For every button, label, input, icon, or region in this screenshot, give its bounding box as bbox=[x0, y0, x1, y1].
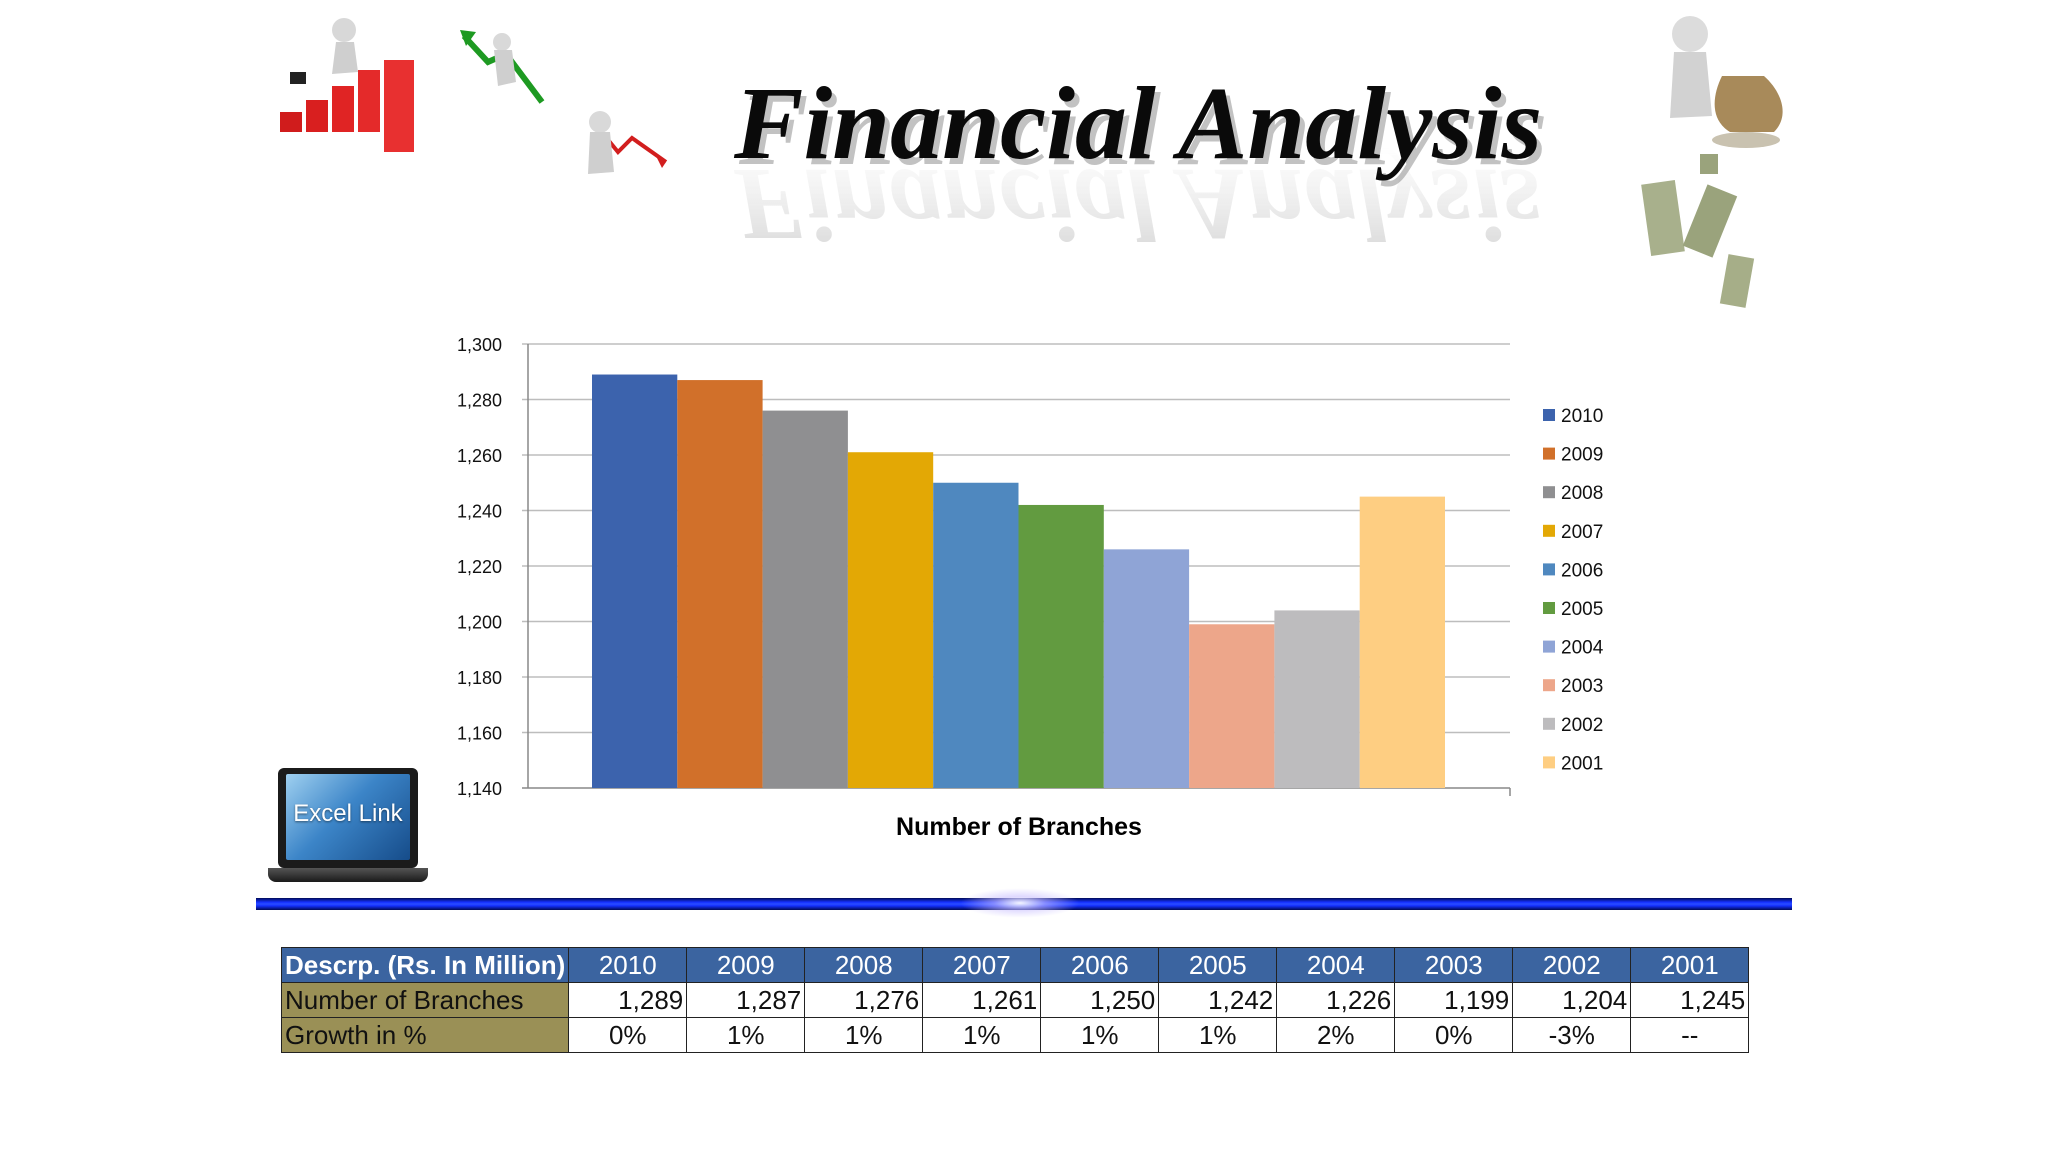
table-cell: 1,245 bbox=[1630, 982, 1750, 1018]
y-tick-label: 1,300 bbox=[457, 335, 502, 355]
y-tick-label: 1,200 bbox=[457, 613, 502, 633]
table-cell: 1% bbox=[686, 1017, 806, 1053]
falling-banknotes-icon bbox=[1641, 154, 1755, 308]
table-cell: -3% bbox=[1512, 1017, 1632, 1053]
legend-swatch-2008 bbox=[1543, 486, 1555, 499]
y-tick-label: 1,140 bbox=[457, 779, 502, 799]
table-cell: 1,242 bbox=[1158, 982, 1278, 1018]
table-header-year: 2004 bbox=[1276, 947, 1396, 983]
table-header-year: 2010 bbox=[568, 947, 688, 983]
figure-money-bag-icon bbox=[1670, 16, 1783, 148]
legend-label-2009: 2009 bbox=[1561, 445, 1603, 466]
y-tick-label: 1,180 bbox=[457, 668, 502, 688]
laptop-icon: Excel Link bbox=[278, 768, 418, 868]
legend-label-2002: 2002 bbox=[1561, 715, 1603, 736]
bar-2008 bbox=[762, 410, 848, 788]
table-header-year: 2009 bbox=[686, 947, 806, 983]
page-title-shadow: Financial Analysis bbox=[738, 72, 1547, 187]
y-tick-label: 1,280 bbox=[457, 391, 502, 411]
bar-2002 bbox=[1274, 610, 1360, 788]
legend-label-2008: 2008 bbox=[1561, 483, 1603, 504]
legend-swatch-2005 bbox=[1543, 602, 1555, 614]
bar-2003 bbox=[1189, 624, 1275, 788]
chart-bars bbox=[592, 374, 1445, 788]
legend-swatch-2009 bbox=[1543, 447, 1555, 460]
table-cell: 1,204 bbox=[1512, 982, 1632, 1018]
legend-swatch-2010 bbox=[1543, 409, 1555, 421]
y-tick-label: 1,220 bbox=[457, 557, 502, 577]
legend-swatch-2001 bbox=[1543, 756, 1555, 769]
table-cell: 1% bbox=[804, 1017, 924, 1053]
figure-falling-arrow-icon bbox=[588, 111, 668, 174]
table-cell: 1,289 bbox=[568, 982, 688, 1018]
table-row: Growth in % 0% 1% 1% 1% 1% 1% 2% 0% -3% -- bbox=[280, 1017, 1750, 1053]
table-cell: 2% bbox=[1276, 1017, 1396, 1053]
legend-label-2010: 2010 bbox=[1561, 406, 1603, 427]
table-header-year: 2002 bbox=[1512, 947, 1632, 983]
table-cell: 1,226 bbox=[1276, 982, 1396, 1018]
table-row-label: Growth in % bbox=[280, 1017, 570, 1053]
laptop-display: Excel Link bbox=[286, 774, 410, 860]
table-cell: 0% bbox=[1394, 1017, 1514, 1053]
legend-label-2001: 2001 bbox=[1561, 753, 1603, 774]
data-table: Descrp. (Rs. In Million) 2010 2009 2008 200… bbox=[280, 947, 1750, 1053]
table-cell: 1% bbox=[922, 1017, 1042, 1053]
table-cell: 1,276 bbox=[804, 982, 924, 1018]
bar-2004 bbox=[1103, 549, 1190, 788]
table-cell: 1% bbox=[1158, 1017, 1278, 1053]
legend-label-2005: 2005 bbox=[1561, 599, 1603, 620]
laptop-base bbox=[268, 868, 428, 882]
page-title-reflection: Financial Analysis bbox=[733, 147, 1542, 260]
legend-label-2007: 2007 bbox=[1561, 522, 1603, 543]
table-cell: 1% bbox=[1040, 1017, 1160, 1053]
page-title-graphic: Financial Analysis Financial Analysis Fi… bbox=[733, 66, 1547, 260]
table-cell: 1,250 bbox=[1040, 982, 1160, 1018]
legend-swatch-2006 bbox=[1543, 563, 1555, 576]
chart-y-ticks: 1,140 1,160 1,180 1,200 1,220 1,240 1,260 1,280… bbox=[457, 335, 502, 799]
table-body: Number of Branches 1,289 1,287 1,276 1,261 1,… bbox=[280, 982, 1750, 1053]
table-row-label: Number of Branches bbox=[280, 982, 570, 1018]
chart-legend: 2010 2009 2008 2007 2006 2005 2004 2003 2002 2001 bbox=[1543, 406, 1604, 774]
bar-2006 bbox=[933, 482, 1019, 788]
table-cell: 1,287 bbox=[686, 982, 806, 1018]
table-cell: -- bbox=[1630, 1017, 1750, 1053]
table-cell: 1,199 bbox=[1394, 982, 1514, 1018]
legend-label-2003: 2003 bbox=[1561, 676, 1603, 697]
table-cell: 0% bbox=[568, 1017, 688, 1053]
table-header-year: 2001 bbox=[1630, 947, 1750, 983]
divider-glow bbox=[960, 888, 1080, 918]
bar-2001 bbox=[1359, 496, 1445, 788]
page-title: Financial Analysis bbox=[733, 66, 1542, 181]
table-header-row: Descrp. (Rs. In Million) 2010 2009 2008 200… bbox=[280, 947, 1750, 983]
table-header-year: 2008 bbox=[804, 947, 924, 983]
y-tick-label: 1,160 bbox=[457, 724, 502, 744]
figure-rising-arrow-icon bbox=[460, 30, 545, 104]
chart-x-axis-label: Number of Branches bbox=[896, 813, 1142, 841]
bar-2007 bbox=[847, 452, 934, 788]
table-header-year: 2005 bbox=[1158, 947, 1278, 983]
y-tick-label: 1,240 bbox=[457, 502, 502, 522]
table-header-year: 2006 bbox=[1040, 947, 1160, 983]
excel-link-label: Excel Link bbox=[293, 800, 403, 827]
excel-link-button[interactable]: Excel Link bbox=[268, 768, 428, 884]
table-header-description: Descrp. (Rs. In Million) bbox=[280, 947, 570, 983]
table-header-year: 2007 bbox=[922, 947, 1042, 983]
table-row: Number of Branches 1,289 1,287 1,276 1,261 1,… bbox=[280, 982, 1750, 1018]
legend-label-2006: 2006 bbox=[1561, 560, 1603, 581]
figure-climbing-bar-chart-icon bbox=[280, 18, 414, 152]
table-header-year: 2003 bbox=[1394, 947, 1514, 983]
legend-swatch-2007 bbox=[1543, 524, 1555, 537]
legend-swatch-2004 bbox=[1543, 640, 1555, 653]
bar-chart: 1,140 1,160 1,180 1,200 1,220 1,240 1,260 1,280… bbox=[457, 335, 1604, 841]
legend-label-2004: 2004 bbox=[1561, 638, 1604, 659]
table-cell: 1,261 bbox=[922, 982, 1042, 1018]
legend-swatch-2002 bbox=[1543, 717, 1555, 730]
bar-2009 bbox=[677, 380, 763, 788]
bar-2010 bbox=[592, 374, 678, 788]
bar-2005 bbox=[1018, 504, 1104, 788]
y-tick-label: 1,260 bbox=[457, 446, 502, 466]
legend-swatch-2003 bbox=[1543, 679, 1555, 692]
